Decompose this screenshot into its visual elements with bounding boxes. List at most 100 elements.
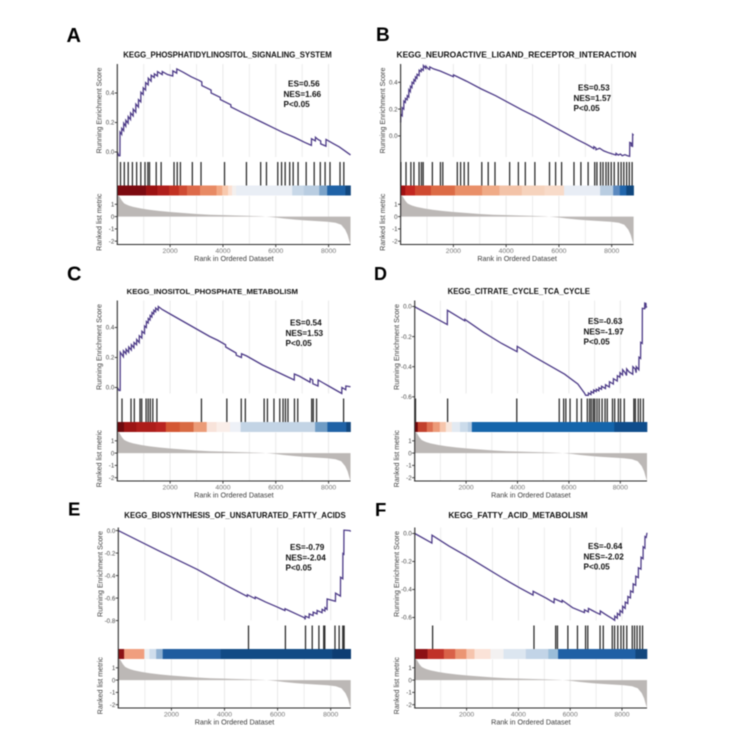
svg-text:4000: 4000 xyxy=(499,248,514,255)
svg-text:Ranked list metric: Ranked list metric xyxy=(95,430,104,488)
svg-text:ES=0.56: ES=0.56 xyxy=(288,80,320,89)
svg-text:ES=-0.64: ES=-0.64 xyxy=(588,542,623,551)
svg-text:-1: -1 xyxy=(406,463,412,470)
svg-text:P<0.05: P<0.05 xyxy=(284,100,311,109)
svg-text:0.4: 0.4 xyxy=(389,80,398,87)
svg-text:8000: 8000 xyxy=(323,712,338,719)
svg-text:6000: 6000 xyxy=(268,248,283,255)
svg-text:Rank in Ordered Dataset: Rank in Ordered Dataset xyxy=(195,717,275,726)
svg-text:Ranked list metric: Ranked list metric xyxy=(392,657,401,715)
svg-text:ES=-0.63: ES=-0.63 xyxy=(588,317,623,326)
svg-text:2000: 2000 xyxy=(163,248,178,255)
svg-text:Running Enrichment Score: Running Enrichment Score xyxy=(392,304,401,390)
svg-text:8000: 8000 xyxy=(604,248,619,255)
svg-text:Ranked list metric: Ranked list metric xyxy=(96,657,105,715)
svg-text:-2: -2 xyxy=(406,475,412,482)
svg-text:0: 0 xyxy=(394,214,398,221)
svg-text:-0.4: -0.4 xyxy=(401,587,412,594)
svg-text:Rank in Ordered Dataset: Rank in Ordered Dataset xyxy=(194,490,274,499)
svg-text:0: 0 xyxy=(408,450,412,457)
svg-text:0.0: 0.0 xyxy=(403,531,412,538)
svg-text:NES=-2.04: NES=-2.04 xyxy=(286,553,327,562)
svg-text:KEGG_FATTY_ACID_METABOLISM: KEGG_FATTY_ACID_METABOLISM xyxy=(448,510,587,520)
svg-text:B: B xyxy=(376,25,390,46)
svg-text:2000: 2000 xyxy=(164,712,179,719)
svg-text:E: E xyxy=(68,499,80,520)
svg-text:NES=1.53: NES=1.53 xyxy=(286,329,324,338)
svg-text:0.0: 0.0 xyxy=(106,149,115,156)
svg-text:8000: 8000 xyxy=(613,485,628,492)
svg-text:0.0: 0.0 xyxy=(403,304,412,311)
svg-text:NES=-1.97: NES=-1.97 xyxy=(584,327,625,336)
svg-text:4000: 4000 xyxy=(217,712,232,719)
svg-text:Rank in Ordered Dataset: Rank in Ordered Dataset xyxy=(491,717,571,726)
svg-text:1: 1 xyxy=(111,202,115,209)
svg-text:6000: 6000 xyxy=(551,248,566,255)
svg-text:P<0.05: P<0.05 xyxy=(286,339,313,348)
svg-text:-0.6: -0.6 xyxy=(401,615,412,622)
svg-text:0.4: 0.4 xyxy=(106,90,115,97)
svg-text:0.2: 0.2 xyxy=(106,355,115,362)
svg-text:4000: 4000 xyxy=(215,248,230,255)
svg-text:F: F xyxy=(375,499,386,520)
svg-text:2000: 2000 xyxy=(163,485,178,492)
svg-text:6000: 6000 xyxy=(563,712,578,719)
svg-text:1: 1 xyxy=(408,438,412,445)
svg-text:-1: -1 xyxy=(110,690,116,697)
svg-text:Rank in Ordered Dataset: Rank in Ordered Dataset xyxy=(491,490,571,499)
svg-text:Running Enrichment Score: Running Enrichment Score xyxy=(96,531,105,617)
svg-text:-0.6: -0.6 xyxy=(401,394,412,401)
svg-text:4000: 4000 xyxy=(511,712,526,719)
svg-text:-0.4: -0.4 xyxy=(401,364,412,371)
svg-text:ES=-0.79: ES=-0.79 xyxy=(290,543,325,552)
svg-text:-2: -2 xyxy=(406,702,412,709)
svg-text:2000: 2000 xyxy=(459,485,474,492)
svg-text:Running Enrichment Score: Running Enrichment Score xyxy=(378,68,387,154)
svg-text:-1: -1 xyxy=(406,690,412,697)
svg-text:-1: -1 xyxy=(109,226,115,233)
svg-text:4000: 4000 xyxy=(510,485,525,492)
svg-text:0: 0 xyxy=(408,677,412,684)
svg-text:Rank in Ordered Dataset: Rank in Ordered Dataset xyxy=(477,254,557,263)
svg-text:KEGG_NEUROACTIVE_LIGAND_RECEPT: KEGG_NEUROACTIVE_LIGAND_RECEPTOR_INTERAC… xyxy=(397,50,637,60)
svg-text:0: 0 xyxy=(111,214,115,221)
svg-text:KEGG_INOSITOL_PHOSPHATE_METABO: KEGG_INOSITOL_PHOSPHATE_METABOLISM xyxy=(127,287,298,296)
svg-text:8000: 8000 xyxy=(321,485,336,492)
svg-text:0.4: 0.4 xyxy=(106,325,115,332)
svg-text:-2: -2 xyxy=(109,238,115,245)
svg-text:Rank in Ordered Dataset: Rank in Ordered Dataset xyxy=(194,254,274,263)
svg-text:8000: 8000 xyxy=(321,248,336,255)
svg-text:0: 0 xyxy=(112,677,116,684)
svg-text:ES=0.54: ES=0.54 xyxy=(290,319,322,328)
svg-text:1: 1 xyxy=(111,438,115,445)
svg-text:Ranked list metric: Ranked list metric xyxy=(95,193,104,251)
svg-text:0.2: 0.2 xyxy=(106,120,115,127)
svg-text:-0.2: -0.2 xyxy=(105,550,116,557)
svg-text:-0.6: -0.6 xyxy=(105,595,116,602)
svg-text:Ranked list metric: Ranked list metric xyxy=(392,430,401,488)
svg-text:8000: 8000 xyxy=(614,712,629,719)
svg-text:Ranked list metric: Ranked list metric xyxy=(378,193,387,251)
svg-text:NES=1.57: NES=1.57 xyxy=(574,94,612,103)
svg-text:-1: -1 xyxy=(109,463,115,470)
svg-text:KEGG_PHOSPHATIDYLINOSITOL_SIGN: KEGG_PHOSPHATIDYLINOSITOL_SIGNALING_SYST… xyxy=(123,51,332,60)
svg-text:2000: 2000 xyxy=(446,248,461,255)
svg-text:Running Enrichment Score: Running Enrichment Score xyxy=(392,531,401,617)
svg-text:-0.4: -0.4 xyxy=(105,573,116,580)
svg-text:NES=-2.02: NES=-2.02 xyxy=(584,552,625,561)
svg-text:-2: -2 xyxy=(392,238,398,245)
svg-text:P<0.05: P<0.05 xyxy=(584,563,611,572)
svg-text:6000: 6000 xyxy=(270,712,285,719)
svg-text:Running Enrichment Score: Running Enrichment Score xyxy=(95,68,104,154)
svg-text:KEGG_CITRATE_CYCLE_TCA_CYCLE: KEGG_CITRATE_CYCLE_TCA_CYCLE xyxy=(448,287,590,296)
svg-text:0.0: 0.0 xyxy=(106,385,115,392)
svg-text:0: 0 xyxy=(111,450,115,457)
svg-text:-2: -2 xyxy=(110,702,116,709)
svg-text:NES=1.66: NES=1.66 xyxy=(284,90,322,99)
svg-text:1: 1 xyxy=(394,202,398,209)
svg-text:P<0.05: P<0.05 xyxy=(286,564,313,573)
svg-text:D: D xyxy=(374,264,387,284)
svg-text:6000: 6000 xyxy=(561,485,576,492)
svg-text:1: 1 xyxy=(408,665,412,672)
svg-text:0.2: 0.2 xyxy=(389,106,398,113)
